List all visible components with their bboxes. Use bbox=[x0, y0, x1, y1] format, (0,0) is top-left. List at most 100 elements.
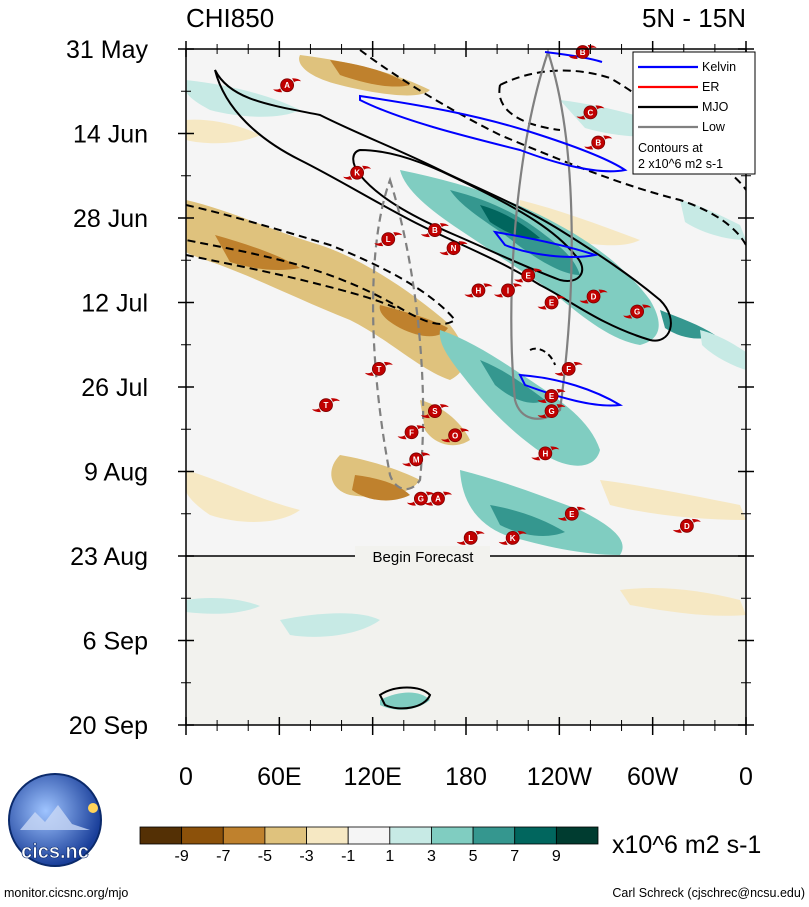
credit-right: Carl Schreck (cjschrec@ncsu.edu) bbox=[612, 886, 805, 900]
colorbar-label: -7 bbox=[216, 848, 230, 865]
colorbar: -9 -7 -5 -3 -1 1 3 5 7 9 bbox=[139, 826, 599, 865]
storm-marker-icon: L bbox=[456, 530, 485, 545]
y-tick-label: 26 Jul bbox=[81, 374, 148, 402]
chart-title-left: CHI850 bbox=[186, 3, 274, 33]
storm-letter: G bbox=[418, 495, 424, 504]
storm-letter: E bbox=[526, 271, 532, 280]
colorbar-swatch bbox=[389, 826, 432, 845]
colorbar-swatch bbox=[555, 826, 599, 845]
y-tick-label: 12 Jul bbox=[81, 290, 148, 318]
y-tick-label: 20 Sep bbox=[69, 712, 148, 740]
storm-letter: K bbox=[510, 534, 516, 543]
storm-letter: B bbox=[580, 48, 586, 57]
x-tick-label: 120W bbox=[527, 763, 593, 791]
x-tick-label: 180 bbox=[445, 763, 487, 791]
storm-letter: B bbox=[595, 139, 601, 148]
colorbar-swatch bbox=[472, 826, 516, 845]
y-tick-label: 28 Jun bbox=[73, 205, 148, 233]
storm-letter: M bbox=[413, 455, 420, 464]
storm-letter: G bbox=[548, 407, 554, 416]
legend-box bbox=[632, 51, 756, 175]
y-tick-label: 6 Sep bbox=[83, 628, 148, 656]
storm-marker-icon: M bbox=[402, 452, 431, 467]
colorbar-swatch bbox=[222, 826, 266, 845]
storm-letter: D bbox=[684, 522, 690, 531]
storm-marker-icon: E bbox=[537, 389, 566, 404]
legend-note-1: Contours at bbox=[638, 141, 703, 155]
storm-marker-icon: C bbox=[576, 105, 605, 120]
legend-label-er: ER bbox=[702, 80, 719, 94]
x-tick-label: 0 bbox=[179, 763, 193, 791]
cics-logo: cics.nc bbox=[8, 773, 102, 867]
storm-letter: B bbox=[432, 226, 438, 235]
storm-letter: A bbox=[435, 495, 441, 504]
storm-marker-icon: O bbox=[441, 428, 470, 443]
colorbar-swatch bbox=[306, 826, 349, 845]
legend: Kelvin ER MJO Low Contours at 2 x10^6 m2… bbox=[632, 51, 756, 175]
chart-title-right: 5N - 15N bbox=[642, 3, 746, 33]
colorbar-swatch bbox=[181, 826, 224, 845]
storm-marker-icon: E bbox=[557, 506, 586, 521]
colorbar-label: 9 bbox=[552, 848, 561, 865]
logo-text: cics.nc bbox=[21, 841, 89, 863]
colorbar-swatch bbox=[514, 826, 557, 845]
storm-marker-icon: L bbox=[374, 232, 403, 247]
storm-marker-icon: K bbox=[343, 165, 372, 180]
storm-marker-icon: F bbox=[397, 425, 426, 440]
storm-letter: O bbox=[452, 431, 458, 440]
storm-marker-icon: K bbox=[498, 530, 527, 545]
x-tick-label: 0 bbox=[739, 763, 753, 791]
colorbar-label: 7 bbox=[510, 848, 519, 865]
colorbar-swatch bbox=[431, 826, 474, 845]
storm-marker-icon: T bbox=[364, 361, 393, 376]
storm-letter: G bbox=[634, 308, 640, 317]
storm-marker-icon: S bbox=[420, 404, 449, 419]
storm-letter: F bbox=[566, 365, 571, 374]
legend-label-mjo: MJO bbox=[702, 100, 729, 114]
storm-letter: D bbox=[591, 292, 597, 301]
storm-marker-icon: I bbox=[494, 283, 522, 298]
logo-sun-icon bbox=[88, 803, 98, 813]
storm-letter: S bbox=[432, 407, 438, 416]
forecast-label-bg bbox=[355, 546, 490, 566]
storm-letter: L bbox=[468, 534, 473, 543]
storm-marker-icon: A bbox=[273, 78, 302, 93]
storm-letter: N bbox=[451, 244, 457, 253]
storm-letter: E bbox=[549, 392, 555, 401]
colorbar-swatch bbox=[347, 826, 391, 845]
colorbar-label: 3 bbox=[427, 848, 436, 865]
storm-marker-icon: D bbox=[672, 518, 701, 533]
legend-label-low: Low bbox=[702, 120, 726, 134]
storm-marker-icon: E bbox=[537, 295, 566, 310]
storm-letter: H bbox=[476, 286, 482, 295]
storm-marker-icon: F bbox=[554, 361, 583, 376]
credit-left: monitor.cicsnc.org/mjo bbox=[4, 886, 128, 900]
storm-marker-icon: B bbox=[420, 223, 449, 238]
storm-letter: T bbox=[376, 365, 381, 374]
storm-marker-icon: D bbox=[579, 289, 608, 304]
storm-letter: E bbox=[569, 510, 575, 519]
storm-marker-icon: T bbox=[312, 398, 340, 413]
storm-letter: E bbox=[549, 299, 555, 308]
colorbar-label: -9 bbox=[175, 848, 189, 865]
x-tick-label: 120E bbox=[343, 763, 401, 791]
storm-marker-icon: N bbox=[439, 241, 468, 256]
colorbar-swatch bbox=[139, 826, 183, 845]
x-tick-label: 60E bbox=[257, 763, 301, 791]
forecast-label: Begin Forecast bbox=[373, 549, 475, 566]
storm-letter: T bbox=[324, 401, 329, 410]
legend-label-kelvin: Kelvin bbox=[702, 60, 736, 74]
storm-marker-icon: G bbox=[623, 304, 652, 319]
colorbar-units: x10^6 m2 s-1 bbox=[612, 831, 761, 859]
storm-marker-icon: B bbox=[584, 135, 613, 150]
storm-marker-icon: A bbox=[424, 491, 452, 506]
colorbar-label: -1 bbox=[341, 848, 355, 865]
legend-note-2: 2 x10^6 m2 s-1 bbox=[638, 157, 723, 171]
storm-marker-icon: H bbox=[464, 283, 493, 298]
storm-letter: F bbox=[409, 428, 414, 437]
colorbar-swatch bbox=[264, 826, 307, 845]
storm-letter: K bbox=[354, 169, 360, 178]
storm-letter: A bbox=[284, 81, 290, 90]
colorbar-label: -3 bbox=[299, 848, 313, 865]
